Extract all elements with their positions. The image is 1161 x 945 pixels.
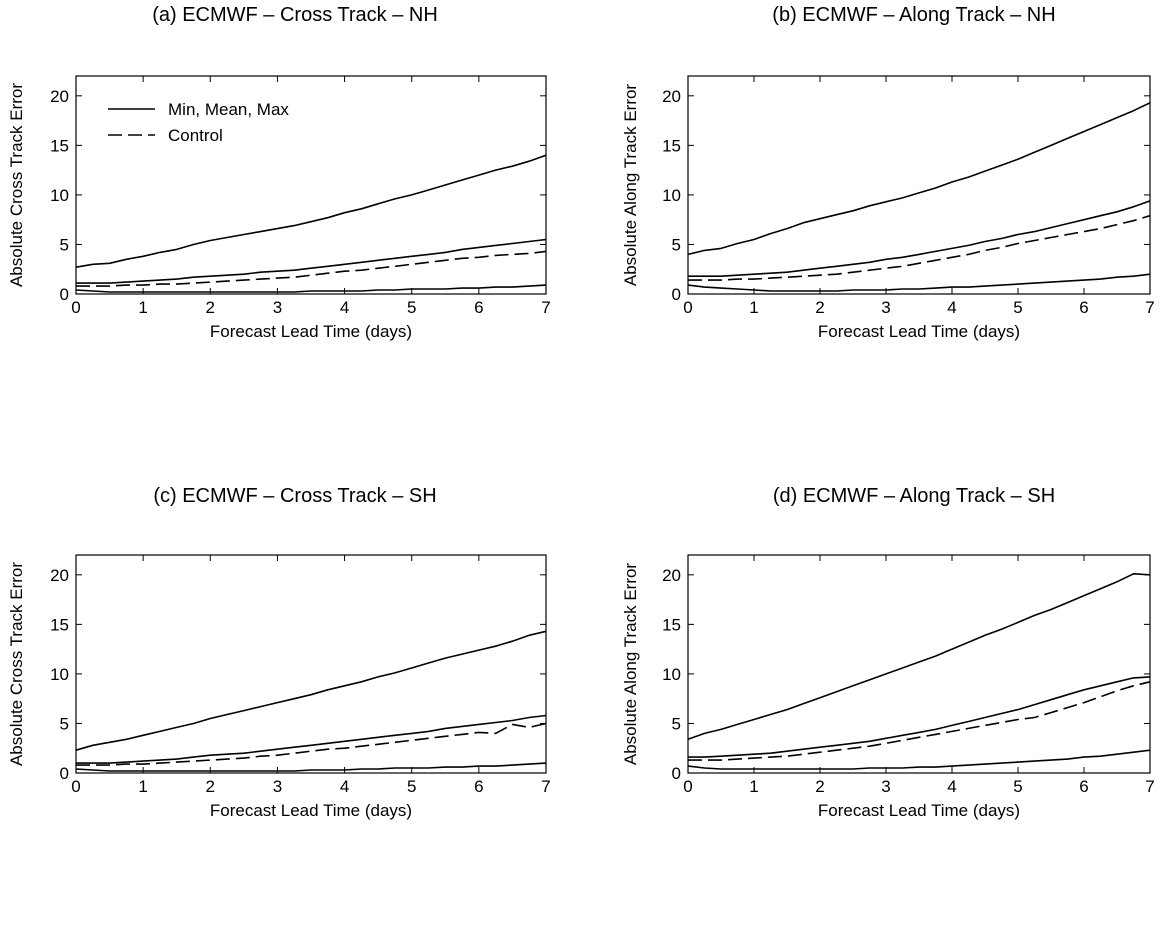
y-tick-label: 15 bbox=[662, 615, 681, 634]
x-tick-label: 7 bbox=[541, 777, 550, 796]
legend: Min, Mean, Max Control bbox=[108, 100, 289, 145]
x-tick-label: 3 bbox=[273, 777, 282, 796]
y-axis-label: Absolute Cross Track Error bbox=[7, 83, 26, 287]
y-tick-label: 10 bbox=[662, 665, 681, 684]
series-line-control bbox=[76, 250, 547, 287]
x-tick-label: 1 bbox=[749, 777, 758, 796]
x-tick-label: 6 bbox=[474, 777, 483, 796]
series-line-min bbox=[687, 273, 1151, 292]
x-axis-label: Forecast Lead Time (days) bbox=[210, 322, 412, 341]
x-tick-label: 2 bbox=[815, 777, 824, 796]
x-tick-label: 6 bbox=[1079, 298, 1088, 317]
legend-label: Min, Mean, Max bbox=[168, 100, 289, 119]
series-line-mean bbox=[76, 238, 547, 284]
series-line-control bbox=[688, 214, 1151, 281]
y-tick-label: 20 bbox=[662, 87, 681, 106]
x-tick-label: 2 bbox=[206, 777, 215, 796]
y-tick-label: 0 bbox=[672, 285, 681, 304]
plot-frame bbox=[687, 554, 1151, 774]
series-line-control bbox=[688, 681, 1151, 761]
x-tick-label: 5 bbox=[407, 298, 416, 317]
series-line-max bbox=[75, 630, 547, 751]
x-tick-label: 6 bbox=[474, 298, 483, 317]
y-tick-label: 10 bbox=[662, 186, 681, 205]
chart-title: (d) ECMWF – Along Track – SH bbox=[773, 485, 1055, 507]
x-axis-label: Forecast Lead Time (days) bbox=[818, 322, 1020, 341]
series-line-min bbox=[75, 284, 547, 293]
y-tick-label: 20 bbox=[50, 566, 69, 585]
x-axis-label: Forecast Lead Time (days) bbox=[210, 801, 412, 820]
plot-frame bbox=[75, 554, 547, 774]
legend-label: Control bbox=[168, 126, 223, 145]
series-line-mean bbox=[688, 676, 1151, 758]
y-tick-label: 5 bbox=[60, 235, 69, 254]
series-line-max bbox=[75, 154, 547, 268]
x-tick-label: 3 bbox=[881, 777, 890, 796]
chart-panel-3: (d) ECMWF – Along Track – SH 0 1 2 3 4 5 6 7 0 5 10… bbox=[621, 485, 1155, 820]
y-axis-label: Absolute Along Track Error bbox=[621, 563, 640, 766]
chart-panel-2: (c) ECMWF – Cross Track – SH 0 1 2 3 4 5 6 7 0 5 10… bbox=[7, 485, 551, 820]
series-line-min bbox=[75, 762, 547, 772]
x-tick-label: 4 bbox=[340, 777, 349, 796]
x-tick-label: 0 bbox=[71, 298, 80, 317]
x-tick-label: 2 bbox=[815, 298, 824, 317]
y-tick-label: 20 bbox=[662, 566, 681, 585]
x-tick-label: 1 bbox=[138, 777, 147, 796]
y-tick-label: 10 bbox=[50, 186, 69, 205]
y-axis-label: Absolute Cross Track Error bbox=[7, 562, 26, 766]
x-tick-label: 1 bbox=[749, 298, 758, 317]
y-tick-label: 0 bbox=[672, 764, 681, 783]
series-line-max bbox=[687, 102, 1151, 256]
chart-title: (c) ECMWF – Cross Track – SH bbox=[153, 485, 436, 507]
y-tick-label: 0 bbox=[60, 764, 69, 783]
x-tick-label: 5 bbox=[1013, 298, 1022, 317]
y-tick-label: 5 bbox=[672, 235, 681, 254]
x-tick-label: 4 bbox=[947, 298, 956, 317]
x-tick-label: 7 bbox=[541, 298, 550, 317]
y-tick-label: 15 bbox=[50, 136, 69, 155]
x-tick-label: 6 bbox=[1079, 777, 1088, 796]
x-tick-label: 5 bbox=[1013, 777, 1022, 796]
series-line-mean bbox=[76, 714, 547, 764]
x-tick-label: 3 bbox=[881, 298, 890, 317]
x-tick-label: 1 bbox=[138, 298, 147, 317]
x-tick-label: 0 bbox=[683, 298, 692, 317]
x-tick-label: 4 bbox=[947, 777, 956, 796]
chart-panel-1: (b) ECMWF – Along Track – NH 0 1 2 3 4 5 6 7 0 5 10… bbox=[621, 4, 1155, 341]
series-line-min bbox=[687, 749, 1151, 770]
x-tick-label: 3 bbox=[273, 298, 282, 317]
x-axis-label: Forecast Lead Time (days) bbox=[818, 801, 1020, 820]
y-tick-label: 20 bbox=[50, 87, 69, 106]
x-tick-label: 0 bbox=[71, 777, 80, 796]
chart-panel-0: (a) ECMWF – Cross Track – NH 0 1 2 3 4 5 6 7 0 5 10… bbox=[7, 4, 551, 341]
chart-title: (a) ECMWF – Cross Track – NH bbox=[152, 4, 438, 26]
series-line-max bbox=[687, 572, 1151, 741]
y-tick-label: 15 bbox=[662, 136, 681, 155]
y-axis-label: Absolute Along Track Error bbox=[621, 84, 640, 287]
series-line-mean bbox=[688, 200, 1151, 278]
y-tick-label: 5 bbox=[672, 714, 681, 733]
plot-frame bbox=[687, 75, 1151, 295]
series-line-control bbox=[76, 722, 547, 766]
x-tick-label: 2 bbox=[206, 298, 215, 317]
x-tick-label: 0 bbox=[683, 777, 692, 796]
x-tick-label: 4 bbox=[340, 298, 349, 317]
x-tick-label: 7 bbox=[1145, 298, 1154, 317]
chart-title: (b) ECMWF – Along Track – NH bbox=[772, 4, 1055, 26]
plot-frame bbox=[75, 75, 547, 295]
y-tick-label: 0 bbox=[60, 285, 69, 304]
y-tick-label: 10 bbox=[50, 665, 69, 684]
y-tick-label: 5 bbox=[60, 714, 69, 733]
x-tick-label: 5 bbox=[407, 777, 416, 796]
x-tick-label: 7 bbox=[1145, 777, 1154, 796]
y-tick-label: 15 bbox=[50, 615, 69, 634]
